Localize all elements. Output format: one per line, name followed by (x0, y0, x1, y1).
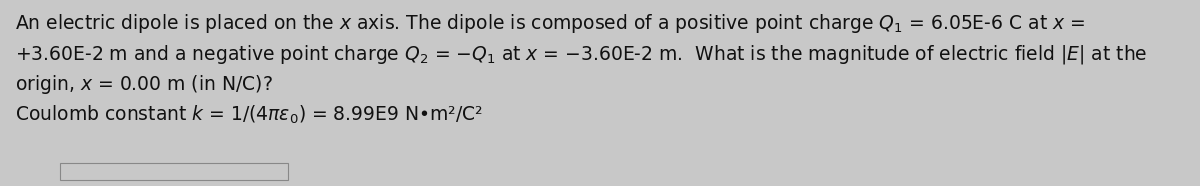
Text: origin, $x$ = 0.00 m (in N/C)?: origin, $x$ = 0.00 m (in N/C)? (14, 73, 272, 96)
Text: +3.60E-2 m and a negative point charge $Q_2$ = $-Q_1$ at $x$ = −3.60E-2 m.  What: +3.60E-2 m and a negative point charge $… (14, 43, 1147, 65)
FancyBboxPatch shape (60, 163, 288, 180)
Text: Coulomb constant $k$ = 1/(4$\pi\varepsilon_0$) = 8.99E9 N•m²/C²: Coulomb constant $k$ = 1/(4$\pi\varepsil… (14, 104, 484, 126)
Text: An electric dipole is placed on the $x$ axis. The dipole is composed of a positi: An electric dipole is placed on the $x$ … (14, 12, 1085, 35)
